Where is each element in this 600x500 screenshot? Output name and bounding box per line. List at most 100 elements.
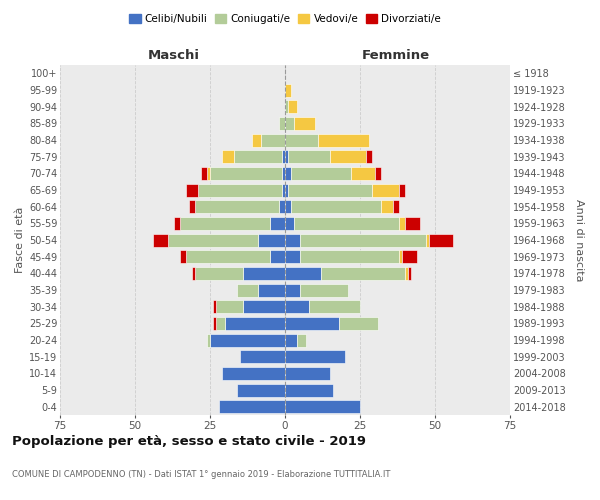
Bar [174,217,180,230]
Bar [213,300,216,313]
Bar [270,217,285,230]
Y-axis label: Anni di nascita: Anni di nascita [574,198,584,281]
Bar [291,200,381,213]
Bar [366,150,372,163]
Bar [237,284,258,296]
Bar [426,234,429,246]
Bar [285,400,360,413]
Bar [186,184,198,196]
Bar [372,184,399,196]
Bar [198,184,282,196]
Bar [195,267,243,280]
Bar [285,84,291,96]
Bar [285,300,309,313]
Bar [240,350,285,363]
Bar [270,250,285,263]
Bar [213,317,216,330]
Bar [243,267,285,280]
Bar [375,167,381,180]
Bar [285,384,333,396]
Bar [207,334,210,346]
Bar [252,134,261,146]
Bar [393,200,399,213]
Legend: Celibi/Nubili, Coniugati/e, Vedovi/e, Divorziati/e: Celibi/Nubili, Coniugati/e, Vedovi/e, Di… [125,10,445,29]
Bar [300,284,348,296]
Bar [216,317,225,330]
Text: Femmine: Femmine [362,48,430,62]
Bar [243,300,285,313]
Bar [261,134,285,146]
Bar [309,300,360,313]
Bar [399,250,402,263]
Bar [351,167,375,180]
Bar [405,267,408,280]
Bar [285,284,300,296]
Bar [339,317,378,330]
Bar [297,334,306,346]
Bar [291,167,351,180]
Bar [402,250,417,263]
Bar [210,167,282,180]
Bar [399,217,405,230]
Bar [216,300,243,313]
Bar [285,150,288,163]
Bar [285,334,297,346]
Bar [180,217,270,230]
Bar [285,100,288,113]
Bar [285,350,345,363]
Bar [300,234,426,246]
Bar [237,384,285,396]
Bar [207,167,210,180]
Bar [405,217,420,230]
Bar [282,150,285,163]
Bar [279,200,285,213]
Bar [381,200,393,213]
Bar [288,100,297,113]
Bar [285,267,321,280]
Bar [294,117,315,130]
Bar [285,134,318,146]
Bar [258,234,285,246]
Bar [285,367,330,380]
Bar [321,267,405,280]
Bar [282,167,285,180]
Bar [408,267,411,280]
Text: COMUNE DI CAMPODENNO (TN) - Dati ISTAT 1° gennaio 2019 - Elaborazione TUTTITALIA: COMUNE DI CAMPODENNO (TN) - Dati ISTAT 1… [12,470,391,479]
Bar [210,334,285,346]
Bar [279,117,285,130]
Bar [168,234,258,246]
Bar [285,200,291,213]
Bar [222,367,285,380]
Bar [195,200,279,213]
Bar [180,250,186,263]
Y-axis label: Fasce di età: Fasce di età [14,207,25,273]
Bar [282,184,285,196]
Bar [399,184,405,196]
Bar [285,167,291,180]
Bar [225,317,285,330]
Bar [201,167,207,180]
Bar [294,217,399,230]
Text: Popolazione per età, sesso e stato civile - 2019: Popolazione per età, sesso e stato civil… [12,435,366,448]
Bar [288,184,372,196]
Bar [285,117,294,130]
Bar [285,217,294,230]
Bar [258,284,285,296]
Bar [285,317,339,330]
Bar [285,234,300,246]
Bar [330,150,366,163]
Bar [234,150,282,163]
Bar [222,150,234,163]
Text: Maschi: Maschi [148,48,200,62]
Bar [288,150,330,163]
Bar [186,250,270,263]
Bar [219,400,285,413]
Bar [285,184,288,196]
Bar [285,250,300,263]
Bar [189,200,195,213]
Bar [192,267,195,280]
Bar [429,234,453,246]
Bar [153,234,168,246]
Bar [318,134,369,146]
Bar [300,250,399,263]
